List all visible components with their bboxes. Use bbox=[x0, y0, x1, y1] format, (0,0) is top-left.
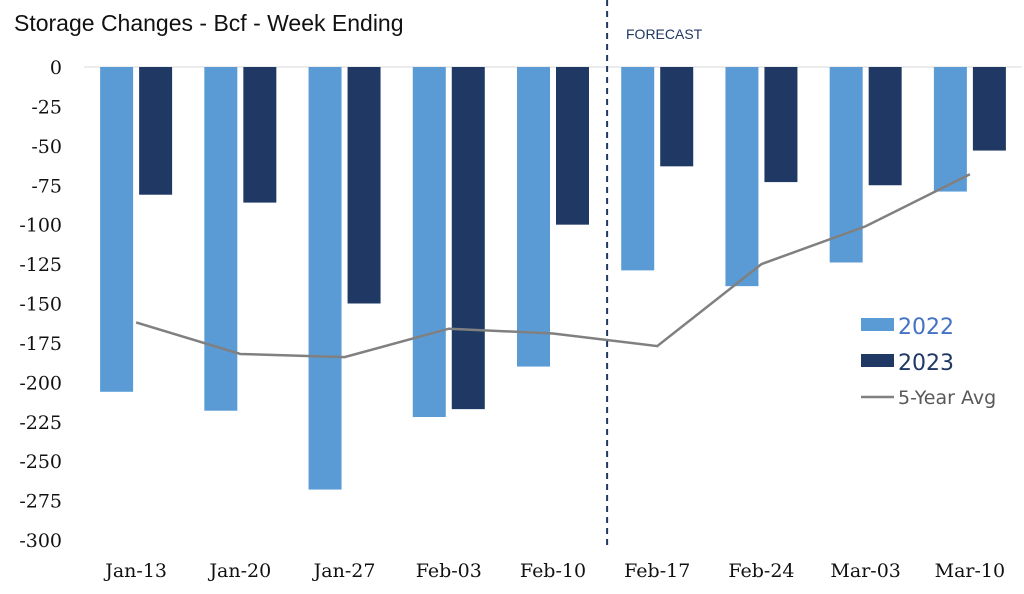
x-tick-label: Mar-10 bbox=[935, 560, 1005, 582]
bar-2023 bbox=[660, 67, 694, 167]
bar-2022 bbox=[517, 67, 550, 367]
bar-2022 bbox=[725, 67, 759, 287]
legend-swatch-2023 bbox=[861, 354, 894, 367]
y-tick-label: -75 bbox=[31, 175, 62, 197]
bar-2023 bbox=[451, 67, 485, 410]
bar-2022 bbox=[621, 67, 655, 271]
bar-2023 bbox=[764, 67, 798, 183]
chart-title: Storage Changes - Bcf - Week Ending bbox=[14, 10, 404, 36]
bar-2023 bbox=[139, 67, 173, 195]
legend-swatch-2022 bbox=[861, 318, 894, 331]
y-tick-label: -300 bbox=[19, 530, 62, 552]
line-5-year-avg bbox=[135, 173, 971, 359]
x-tick-label: Jan-13 bbox=[103, 560, 167, 582]
bar-2022 bbox=[308, 67, 342, 490]
bar-2023 bbox=[556, 67, 589, 225]
bar-2022 bbox=[933, 67, 967, 192]
y-tick-label: -200 bbox=[19, 372, 62, 394]
x-tick-label: Jan-27 bbox=[312, 560, 376, 582]
y-tick-label: -250 bbox=[19, 451, 62, 473]
legend-label: 5-Year Avg bbox=[898, 387, 996, 409]
x-tick-label: Feb-17 bbox=[624, 560, 690, 582]
x-tick-label: Feb-10 bbox=[520, 560, 586, 582]
bar-2023 bbox=[243, 67, 277, 203]
bar-2022 bbox=[100, 67, 134, 392]
forecast-label: FORECAST bbox=[626, 26, 703, 42]
x-tick-label: Feb-24 bbox=[728, 560, 794, 582]
legend-label: 2023 bbox=[898, 351, 954, 376]
y-tick-label: -125 bbox=[19, 254, 62, 276]
y-tick-label: 0 bbox=[50, 57, 62, 79]
y-tick-label: -150 bbox=[19, 294, 62, 316]
y-tick-label: -50 bbox=[31, 136, 62, 158]
bar-2023 bbox=[868, 67, 902, 186]
bar-2022 bbox=[204, 67, 238, 411]
y-tick-label: -100 bbox=[19, 215, 62, 237]
legend-label: 2022 bbox=[898, 315, 954, 340]
bar-2023 bbox=[972, 67, 1006, 151]
y-tick-label: -175 bbox=[19, 333, 62, 355]
y-tick-label: -25 bbox=[31, 96, 62, 118]
x-tick-label: Mar-03 bbox=[830, 560, 900, 582]
y-tick-label: -275 bbox=[19, 491, 62, 513]
bar-2022 bbox=[412, 67, 446, 418]
bar-2023 bbox=[347, 67, 381, 304]
x-tick-label: Feb-03 bbox=[416, 560, 482, 582]
x-tick-label: Jan-20 bbox=[207, 560, 271, 582]
y-tick-label: -225 bbox=[19, 412, 62, 434]
